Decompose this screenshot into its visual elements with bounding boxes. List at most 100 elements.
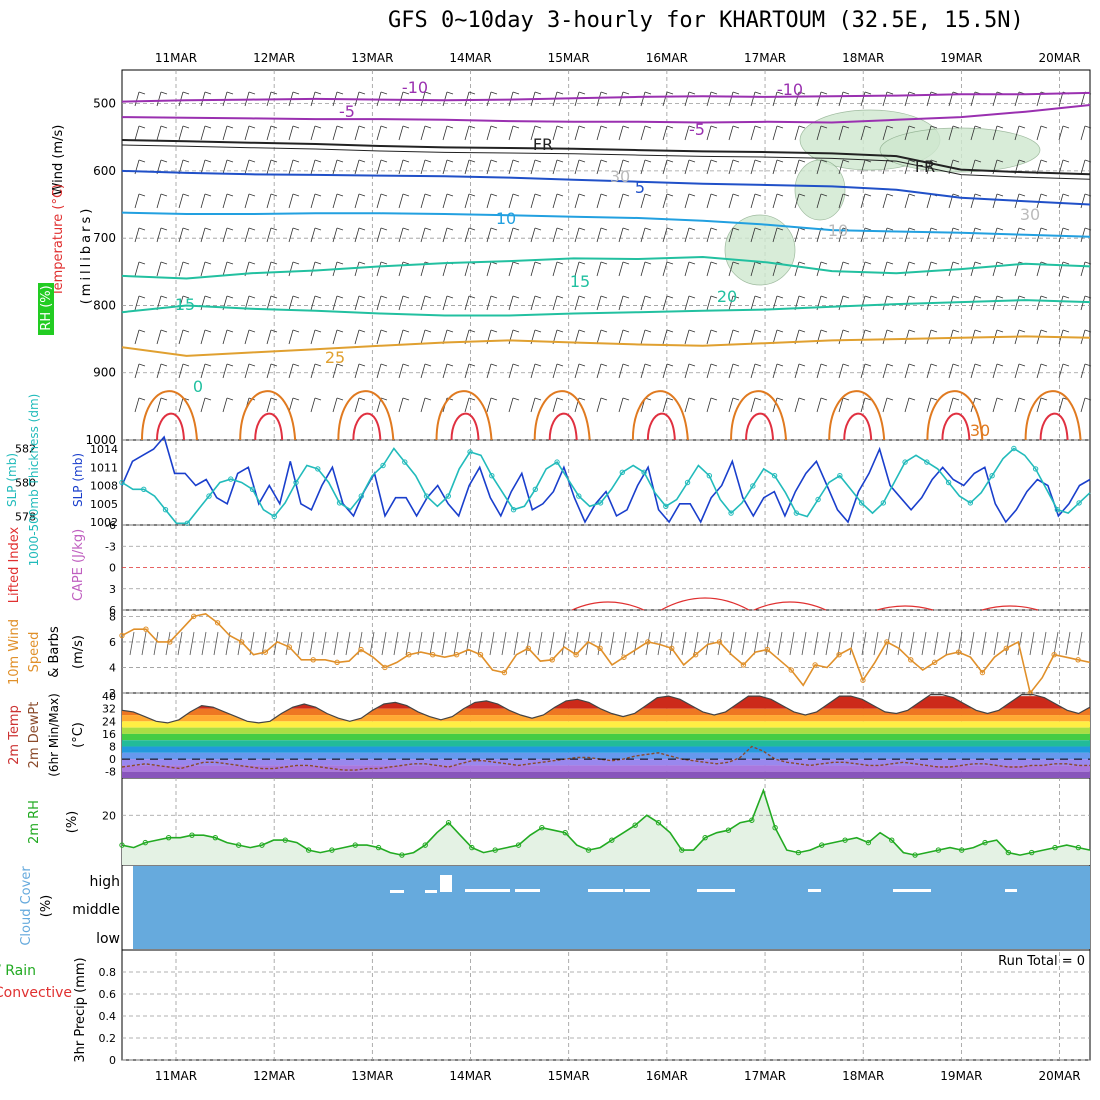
wind-barb (574, 227, 586, 243)
thickness-series-marker (380, 462, 386, 469)
rh-series-marker (562, 829, 568, 836)
thickness-series-marker (880, 500, 887, 506)
wind-barb (596, 91, 608, 107)
isotherm-35-loop (941, 412, 971, 441)
wind-barb (156, 397, 168, 413)
wind-barb (816, 159, 828, 175)
wind-barb (441, 631, 447, 656)
wind-barb (552, 295, 564, 311)
wind-barb (750, 397, 762, 413)
wind-barb (177, 631, 183, 656)
wind-barb (354, 329, 366, 345)
wind-barb (288, 295, 300, 311)
wind-barb (266, 329, 278, 345)
y-tick-label: 24 (102, 715, 116, 728)
wind-barb (706, 295, 718, 311)
wind-barb (200, 397, 212, 413)
wind-barb (728, 295, 740, 311)
wind-barb (178, 295, 190, 311)
wind-barb (134, 193, 146, 209)
wind-barb (244, 329, 256, 345)
wind-barb (753, 631, 759, 656)
rh-series-marker (795, 849, 802, 856)
rh-series-marker (375, 844, 382, 851)
rh-series-marker (632, 822, 638, 828)
wind-barb (354, 363, 366, 379)
wind-barb (489, 631, 495, 656)
wind-barb (992, 227, 1004, 243)
wind-barb (1029, 631, 1035, 656)
isotherm-label: 30 (970, 421, 990, 440)
wind-barb (376, 227, 388, 243)
wind-barb (933, 631, 939, 656)
thickness-series-marker (1032, 466, 1039, 472)
isotherm-line (121, 139, 1091, 176)
temp-band (122, 765, 1090, 772)
wind-barb (860, 363, 872, 379)
wind-barb (882, 227, 894, 243)
wind-speed-series-marker (669, 645, 675, 652)
temp-band (122, 746, 1090, 753)
wind-barb (332, 125, 344, 141)
thickness-series-marker (228, 476, 234, 482)
wind-barb (178, 261, 190, 277)
wind-barb (970, 363, 982, 379)
wind-speed-series-marker (931, 659, 938, 666)
isotherm-label: 0 (193, 377, 203, 396)
wind-barb (741, 631, 747, 656)
wind-barb (662, 193, 674, 209)
wind-barb (530, 227, 542, 243)
wind-barb (574, 363, 586, 379)
wind-barb (200, 295, 212, 311)
wind-barb (801, 631, 807, 656)
dewpoint-label: 2m DewPt (27, 702, 42, 769)
wind-speed-series-marker (310, 657, 316, 663)
wind-barb (376, 295, 388, 311)
wind-barb (772, 159, 784, 175)
wind-barb (860, 261, 872, 277)
wind-barb (129, 631, 135, 656)
wind-barb (134, 125, 146, 141)
wind-barb (838, 363, 850, 379)
y-tick-label: 2 (109, 687, 116, 700)
y-tick-label: 0.6 (99, 988, 117, 1001)
wind-barb (1005, 631, 1011, 656)
wind-barb (486, 363, 498, 379)
temp-band (122, 696, 1090, 709)
wind-barb (640, 227, 652, 243)
wind-barb (662, 227, 674, 243)
wind-barb (669, 631, 675, 656)
wind-barb (693, 631, 699, 656)
wind-barb (772, 227, 784, 243)
rh-series-marker (725, 827, 732, 833)
wind-speed-series-marker (119, 632, 125, 639)
wind-barb (574, 261, 586, 277)
wind-barb (141, 631, 147, 656)
y-tick-label: 600 (93, 164, 116, 178)
wind-barb (909, 631, 915, 656)
wind-barb (156, 363, 168, 379)
wind-barb (537, 631, 543, 656)
y-tick-label: 800 (93, 298, 116, 312)
wind-barb (706, 193, 718, 209)
wind-barb (508, 363, 520, 379)
wind-barb (1014, 397, 1026, 413)
wind-barb (189, 631, 195, 656)
wind-barb (728, 329, 740, 345)
wind-barb (706, 159, 718, 175)
wind-barb (552, 397, 564, 413)
wind-barb (297, 631, 303, 656)
wind-barb (882, 363, 894, 379)
wind-barb (772, 125, 784, 141)
isotherm-label: -5 (339, 102, 355, 121)
cloud-gap (1005, 889, 1017, 892)
wind-barb (816, 193, 828, 209)
wind-barb (662, 261, 674, 277)
y-tick-label: 40 (102, 690, 116, 703)
wind-barb (728, 193, 740, 209)
y-tick-label: 32 (102, 703, 116, 716)
wind-barb (926, 261, 938, 277)
temp-color-bands (122, 696, 1090, 778)
wind-barb (1058, 261, 1070, 277)
isotherm-label: 30 (610, 167, 630, 186)
